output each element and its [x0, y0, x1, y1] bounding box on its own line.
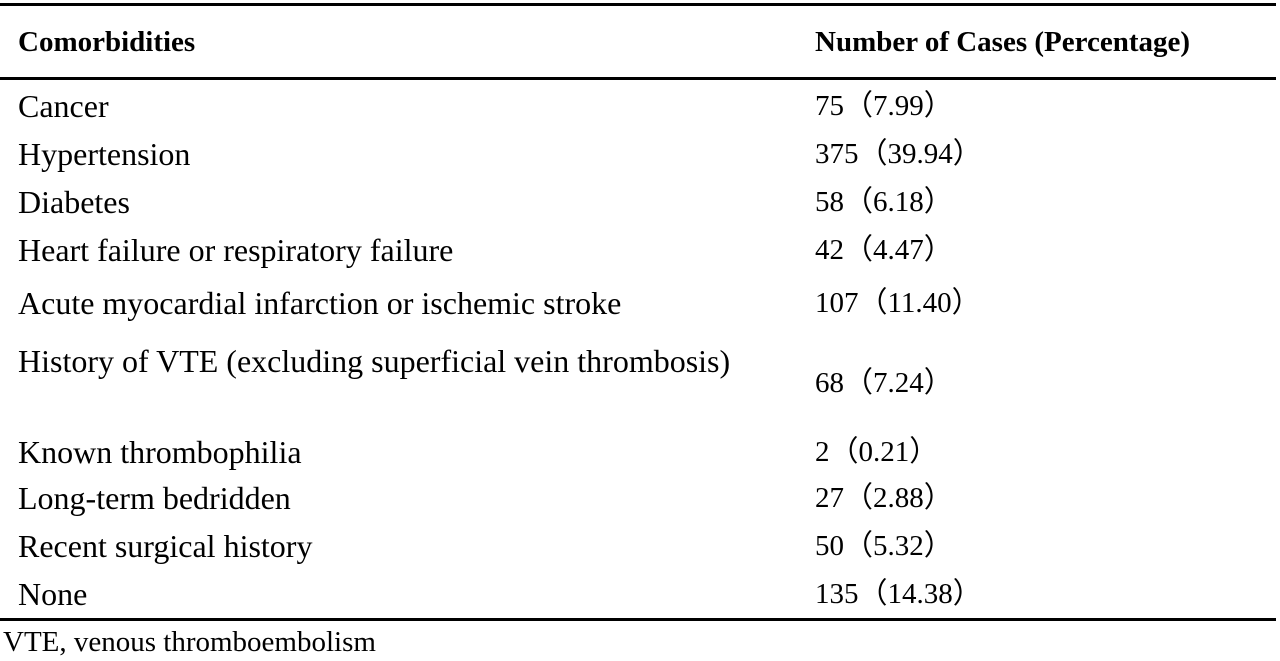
comorbidity-cell: Acute myocardial infarction or ischemic …	[18, 285, 622, 321]
cases-cell: 2（0.21）	[815, 436, 939, 468]
comorbidity-cell: Recent surgical history	[18, 528, 313, 564]
cases-cell: 50（5.32）	[815, 530, 953, 562]
cases-cell: 107（11.40）	[815, 287, 981, 319]
comorbidity-cell: Diabetes	[18, 184, 130, 220]
table-header-rule	[0, 77, 1276, 80]
comorbidity-cell: Cancer	[18, 88, 109, 124]
comorbidity-cell: History of VTE (excluding superficial ve…	[18, 343, 731, 379]
header-number-of-cases: Number of Cases (Percentage)	[815, 26, 1191, 58]
comorbidity-cell: Hypertension	[18, 136, 191, 172]
cases-cell: 42（4.47）	[815, 234, 953, 266]
table-top-rule	[0, 3, 1276, 6]
cases-cell: 68（7.24）	[815, 367, 953, 399]
cases-cell: 27（2.88）	[815, 482, 953, 514]
comorbidity-cell: Heart failure or respiratory failure	[18, 232, 454, 268]
table-footnote: VTE, venous thromboembolism	[3, 626, 376, 658]
cases-cell: 75（7.99）	[815, 90, 953, 122]
cases-cell: 375（39.94）	[815, 138, 982, 170]
cases-cell: 58（6.18）	[815, 186, 953, 218]
comorbidity-cell: Long-term bedridden	[18, 480, 291, 516]
cases-cell: 135（14.38）	[815, 578, 982, 610]
table-bottom-rule	[0, 618, 1276, 621]
comorbidity-cell: None	[18, 576, 88, 612]
comorbidity-cell: Known thrombophilia	[18, 434, 302, 470]
header-comorbidities: Comorbidities	[18, 26, 196, 58]
